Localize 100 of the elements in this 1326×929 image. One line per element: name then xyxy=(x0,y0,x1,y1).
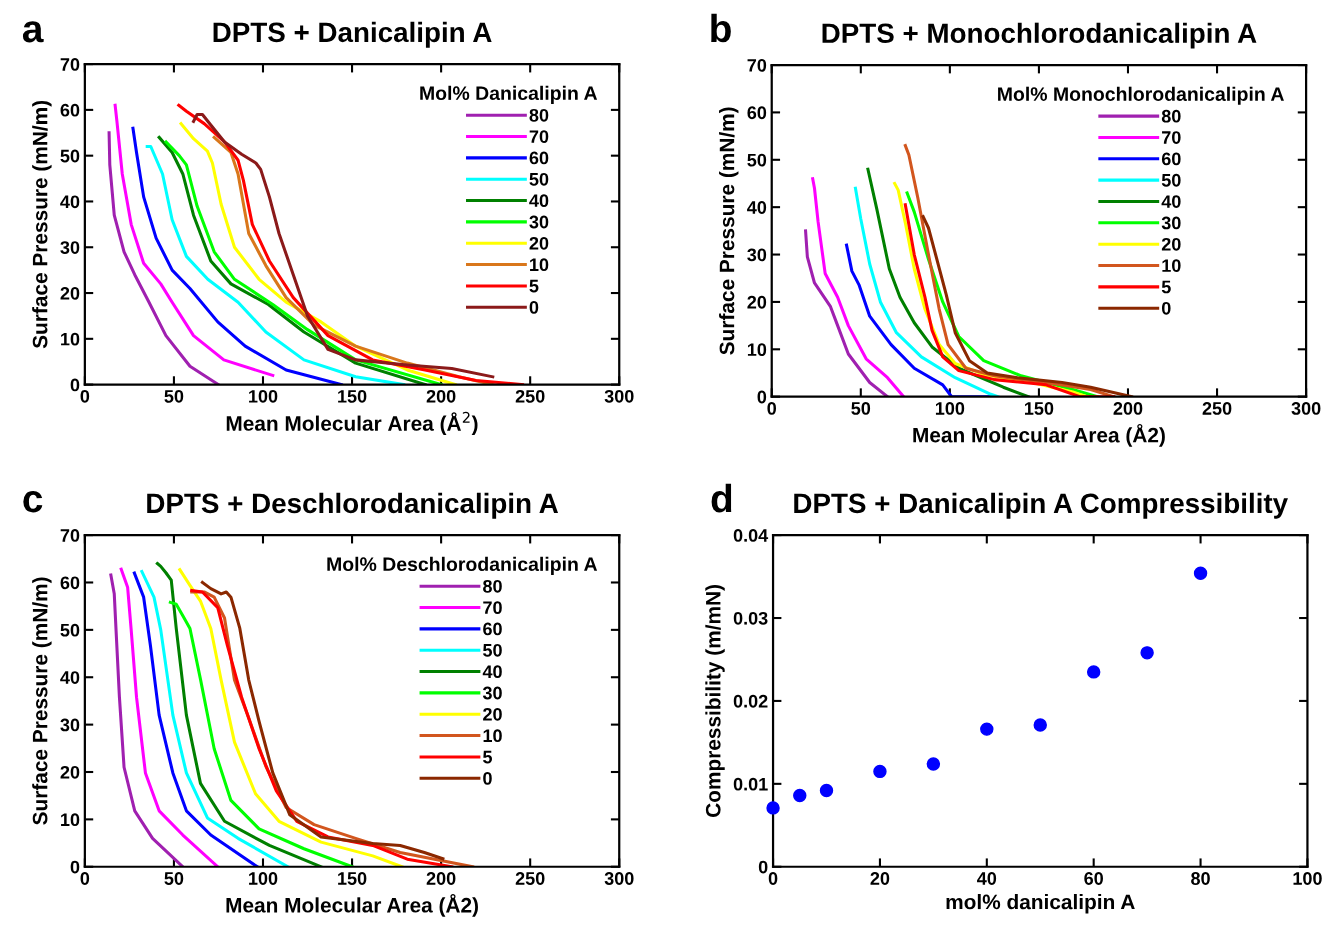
line-series xyxy=(107,131,220,385)
x-tick-label: 100 xyxy=(935,402,965,415)
legend-label: 50 xyxy=(483,643,502,657)
x-tick-label: 300 xyxy=(604,872,634,885)
legend-label: 40 xyxy=(529,194,549,208)
legend-label: 80 xyxy=(483,579,502,593)
y-tick-label: 10 xyxy=(61,332,80,346)
point xyxy=(980,722,994,736)
y-tick-label: 30 xyxy=(747,248,767,262)
y-tick-label: 0 xyxy=(70,378,80,392)
text: c xyxy=(23,491,43,513)
x-tick-label: 50 xyxy=(164,389,184,403)
y-tick-label: 0.01 xyxy=(733,777,768,791)
point xyxy=(819,783,834,798)
legend-label: 70 xyxy=(483,601,502,615)
legend-label: 0 xyxy=(1161,301,1171,315)
y-tick-label: 50 xyxy=(747,153,767,167)
point xyxy=(1033,718,1047,732)
point xyxy=(926,757,941,771)
x-axis-title: Mean Molecular Area (Å$^{2}$) xyxy=(226,411,478,435)
chart-title: DPTS + Danicalipin A Compressibility xyxy=(794,492,1288,519)
legend-label: 0 xyxy=(529,300,539,314)
legend-label: 10 xyxy=(530,258,549,272)
line-series xyxy=(853,186,1000,397)
y-tick-label: 70 xyxy=(60,529,80,542)
legend-label: 60 xyxy=(483,622,502,636)
line-series xyxy=(109,573,185,867)
legend-label: 20 xyxy=(529,236,549,250)
x-tick-label: 200 xyxy=(426,872,456,885)
line-series xyxy=(811,177,906,397)
chart-title: DPTS + Deschlorodanicalipin A xyxy=(147,492,559,519)
x-tick-label: 100 xyxy=(1293,872,1322,885)
x-tick-label: 100 xyxy=(249,389,278,403)
chart-title: DPTS + Monochlorodanicalipin A xyxy=(822,22,1257,49)
point xyxy=(766,801,780,815)
y-tick-label: 40 xyxy=(60,671,80,684)
y-tick-label: 10 xyxy=(747,343,767,357)
legend-title: Mol% Danicalipin A xyxy=(420,85,598,104)
line-series xyxy=(921,215,1134,397)
y-tick-label: 20 xyxy=(747,295,767,309)
x-tick-label: 0 xyxy=(767,402,777,415)
legend-label: 5 xyxy=(483,750,493,764)
text: a xyxy=(22,21,44,43)
y-tick-label: 70 xyxy=(747,58,767,72)
y-tick-label: 0.03 xyxy=(733,611,768,625)
legend-label: 60 xyxy=(529,151,549,165)
legend-title: Mol% Deschlorodanicalipin A xyxy=(327,556,598,575)
legend-label: 5 xyxy=(1161,280,1171,294)
line-series xyxy=(132,571,259,867)
x-tick-label: 50 xyxy=(851,402,871,415)
line-series xyxy=(113,103,275,377)
text: d xyxy=(711,483,732,513)
y-tick-label: 0.04 xyxy=(733,529,769,542)
point xyxy=(1086,665,1101,679)
y-tick-label: 0 xyxy=(758,860,768,874)
x-tick-label: 40 xyxy=(977,872,997,885)
x-tick-label: 150 xyxy=(1025,402,1054,415)
x-tick-label: 50 xyxy=(164,872,184,885)
y-tick-label: 60 xyxy=(747,106,767,120)
legend-label: 40 xyxy=(1161,195,1181,208)
line-series xyxy=(119,567,220,867)
legend-label: 10 xyxy=(1162,259,1181,273)
legend-label: 50 xyxy=(1161,173,1181,187)
y-axis-title: Surface Pressure (mN/m) xyxy=(32,100,52,349)
legend-label: 10 xyxy=(483,729,502,743)
legend-label: 30 xyxy=(1161,216,1181,230)
x-tick-label: 250 xyxy=(515,389,545,403)
legend-label: 60 xyxy=(1161,152,1181,166)
legend-label: 5 xyxy=(529,279,539,293)
x-axis-title: mol% danicalipin A xyxy=(946,894,1135,914)
x-tick-label: 300 xyxy=(604,389,634,403)
point xyxy=(1193,566,1208,580)
point xyxy=(1140,646,1154,660)
legend-label: 30 xyxy=(482,686,502,700)
y-axis-title: Surface Pressure (mN/m) xyxy=(719,107,739,355)
legend-label: 40 xyxy=(482,665,502,679)
y-tick-label: 60 xyxy=(60,103,80,117)
y-tick-label: 30 xyxy=(60,718,80,732)
legend-label: 30 xyxy=(529,215,549,229)
point xyxy=(793,788,807,803)
y-tick-label: 20 xyxy=(60,765,80,779)
legend-label: 80 xyxy=(1161,109,1181,123)
point xyxy=(873,764,887,779)
line-series xyxy=(191,112,495,379)
y-tick-label: 0 xyxy=(70,860,80,874)
y-tick-label: 0.02 xyxy=(733,694,768,708)
y-axis-title: Surface Pressure (mN/m) xyxy=(32,577,52,825)
y-tick-label: 20 xyxy=(60,286,80,300)
y-tick-label: 30 xyxy=(60,241,80,254)
legend-title: Mol% Monochlorodanicalipin A xyxy=(998,86,1284,105)
legend-label: 50 xyxy=(529,172,549,186)
x-tick-label: 0 xyxy=(80,872,90,885)
line-series xyxy=(168,600,354,867)
line-series xyxy=(804,229,890,397)
y-tick-label: 50 xyxy=(60,149,80,163)
x-tick-label: 200 xyxy=(1113,402,1143,415)
x-tick-label: 20 xyxy=(870,872,890,885)
y-tick-label: 10 xyxy=(61,813,80,827)
x-tick-label: 80 xyxy=(1191,872,1210,885)
legend-label: 70 xyxy=(529,130,549,144)
